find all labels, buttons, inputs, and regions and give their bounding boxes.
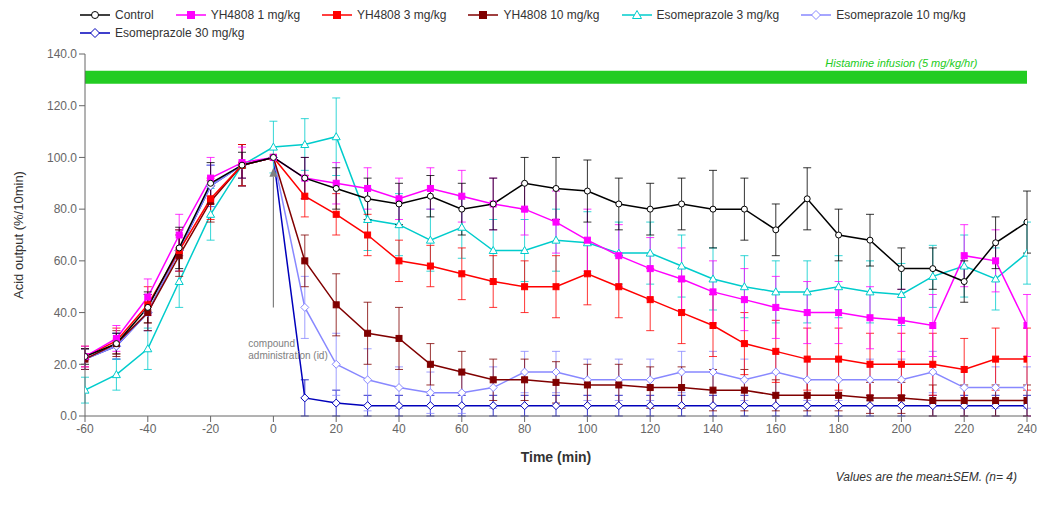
svg-text:100: 100	[577, 422, 597, 436]
html-text:Esomeprazole 10 mg/kg: Esomeprazole 10 mg/kg	[836, 8, 966, 22]
svg-text:compoundadministration (id): compoundadministration (id)	[248, 338, 327, 361]
svg-text:140: 140	[703, 422, 723, 436]
svg-text:0.0: 0.0	[60, 409, 77, 423]
svg-text:120: 120	[640, 422, 660, 436]
html-text:YH4808 1 mg/kg: YH4808 1 mg/kg	[210, 8, 301, 22]
svg-text:Acid output (%/10min): Acid output (%/10min)	[11, 171, 26, 299]
svg-text:40.0: 40.0	[54, 306, 78, 320]
html-text:Esomeprazole 30 mg/kg: Esomeprazole 30 mg/kg	[115, 26, 245, 40]
svg-text:-40: -40	[139, 422, 157, 436]
svg-text:Histamine infusion (5 mg/kg/h: Histamine infusion (5 mg/kg/hr)	[825, 57, 978, 69]
svg-text:220: 220	[954, 422, 974, 436]
svg-text:0: 0	[270, 422, 277, 436]
html-text:YH4808 10 mg/kg: YH4808 10 mg/kg	[503, 8, 600, 22]
svg-text:-60: -60	[76, 422, 94, 436]
svg-text:20: 20	[330, 422, 344, 436]
html-text:YH4808 3 mg/kg: YH4808 3 mg/kg	[357, 8, 447, 22]
svg-text:40: 40	[392, 422, 406, 436]
svg-text:20.0: 20.0	[54, 358, 78, 372]
html-text:Control: Control	[115, 8, 154, 22]
svg-text:180: 180	[829, 422, 849, 436]
svg-text:60: 60	[455, 422, 469, 436]
svg-text:200: 200	[891, 422, 911, 436]
svg-text:160: 160	[766, 422, 786, 436]
html-text:Esomeprazole 3 mg/kg: Esomeprazole 3 mg/kg	[656, 8, 780, 22]
svg-text:240: 240	[1017, 422, 1037, 436]
svg-text:140.0: 140.0	[47, 47, 77, 61]
svg-text:80.0: 80.0	[54, 202, 78, 216]
svg-text:60.0: 60.0	[54, 254, 78, 268]
html-text:Values are the mean±SEM. (n= 4: Values are the mean±SEM. (n= 4)	[835, 470, 1017, 484]
svg-text:80: 80	[518, 422, 532, 436]
svg-text:Time (min): Time (min)	[521, 449, 592, 465]
svg-text:-20: -20	[202, 422, 220, 436]
svg-text:120.0: 120.0	[47, 99, 77, 113]
svg-text:100.0: 100.0	[47, 151, 77, 165]
